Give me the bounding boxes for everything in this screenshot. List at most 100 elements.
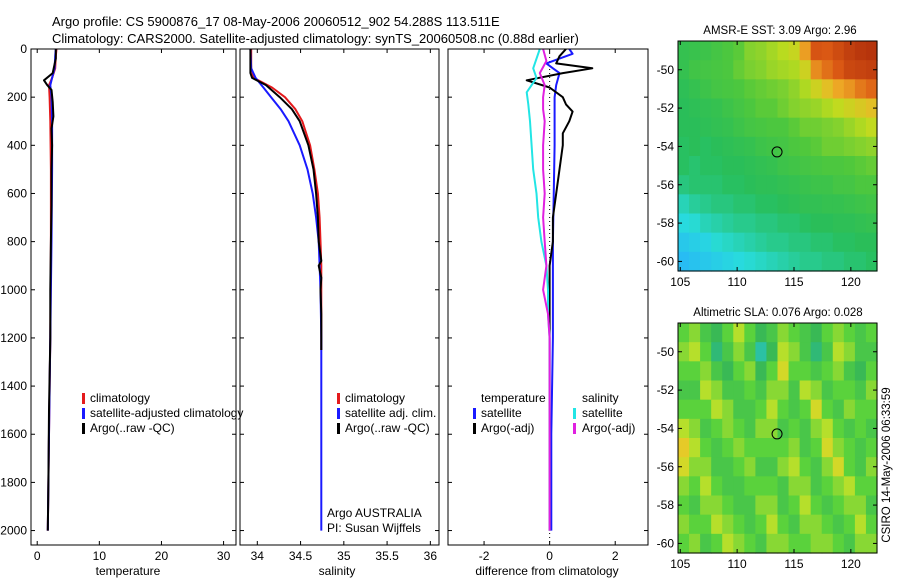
heatmap-cell [755, 194, 768, 215]
heatmap-cell [832, 418, 845, 439]
heatmap-cell [821, 232, 834, 253]
heatmap-cell [799, 457, 812, 477]
heatmap-cell [722, 251, 734, 272]
heatmap-cell [711, 495, 723, 516]
heatmap-cell [788, 79, 801, 100]
heatmap-cell [821, 514, 834, 535]
heatmap-cell [722, 156, 734, 176]
heatmap-cell [777, 361, 790, 382]
map-frame [677, 322, 878, 554]
heatmap-cell [865, 117, 878, 138]
heatmap-cell [733, 399, 745, 420]
heatmap-cell [832, 438, 845, 458]
heatmap-cell [755, 361, 768, 382]
heatmap-cell [700, 457, 712, 477]
x-tick-label: 34 [251, 549, 265, 563]
y-tick-label: 400 [7, 138, 27, 152]
x-tick-label: 20 [155, 549, 169, 563]
x-tick-label: 110 [728, 557, 747, 571]
heatmap-cell [843, 117, 856, 138]
heatmap-cell [799, 514, 812, 535]
heatmap-cell [777, 156, 790, 176]
heatmap-cell [766, 380, 779, 401]
heatmap-cell [799, 156, 812, 176]
heatmap-cell [700, 438, 712, 458]
heatmap-cell [678, 98, 690, 119]
salinity-xlabel: salinity [319, 564, 356, 578]
heatmap-cell [832, 41, 845, 61]
heatmap-cell [832, 361, 845, 382]
heatmap-cell [766, 418, 779, 439]
heatmap-cell [733, 342, 745, 362]
heatmap-cell [810, 136, 823, 157]
y-tick-label: 1400 [0, 379, 27, 393]
heatmap-cell [722, 323, 734, 343]
heatmap-cell [678, 514, 690, 535]
heatmap-cell [766, 251, 779, 272]
legend-title: salinity [582, 391, 619, 405]
heatmap-cell [744, 514, 756, 535]
heatmap-cell [843, 418, 856, 439]
heatmap-cell [843, 175, 856, 195]
heatmap-cell [689, 251, 701, 272]
heatmap-cell [689, 79, 701, 100]
heatmap-cell [788, 232, 801, 253]
heatmap-cell [744, 232, 756, 253]
heatmap-cell [821, 361, 834, 382]
heatmap-cell [821, 399, 834, 420]
heatmap-cell [689, 232, 701, 253]
legend-label: satellite adj. clim. [345, 406, 436, 420]
heatmap-cell [810, 251, 823, 272]
salinity-legend: climatology satellite adj. clim. Argo(..… [337, 391, 436, 435]
argo-location-marker [771, 428, 783, 440]
heatmap-cell [788, 418, 801, 439]
heatmap-cell [689, 438, 701, 458]
map-frame [677, 40, 878, 272]
heatmap-cell [821, 117, 834, 138]
heatmap-cell [788, 194, 801, 215]
heatmap-cell [689, 399, 701, 420]
temperature-legend: climatology satellite-adjusted climatolo… [82, 391, 243, 435]
heatmap-cell [755, 399, 768, 420]
heatmap-cell [854, 495, 867, 516]
heatmap-cell [755, 60, 768, 80]
heatmap-cell [733, 380, 745, 401]
heatmap-cell [678, 60, 690, 80]
heatmap-cell [755, 79, 768, 100]
heatmap-cell [678, 41, 690, 61]
heatmap-cell [678, 323, 690, 343]
heatmap-cell [788, 495, 801, 516]
heatmap-cell [755, 342, 768, 362]
heatmap-cell [678, 438, 690, 458]
heatmap-cell [777, 476, 790, 497]
heatmap-cell [777, 342, 790, 362]
heatmap-cell [711, 79, 723, 100]
y-tick-label: 1600 [0, 427, 27, 441]
heatmap-cell [854, 399, 867, 420]
heatmap-cell [700, 399, 712, 420]
heatmap-cell [788, 361, 801, 382]
heatmap-cell [788, 41, 801, 61]
heatmap-cell [733, 175, 745, 195]
heatmap-cell [744, 476, 756, 497]
heatmap-cell [865, 533, 878, 554]
heatmap-cell [810, 194, 823, 215]
heatmap-cell [755, 495, 768, 516]
heatmap-cell [788, 514, 801, 535]
heatmap-cell [788, 438, 801, 458]
heatmap-cell [865, 60, 878, 80]
heatmap-cell [711, 232, 723, 253]
heatmap-cell [689, 60, 701, 80]
heatmap-cell [865, 41, 878, 61]
heatmap-cell [865, 495, 878, 516]
heatmap-cell [700, 213, 712, 234]
heatmap-cell [865, 251, 878, 272]
heatmap-cell [744, 136, 756, 157]
heatmap-cell [854, 79, 867, 100]
series-line-temperature-argo-adj- [525, 49, 594, 531]
heatmap-cell [799, 60, 812, 80]
axes-frame [239, 48, 440, 546]
heatmap-cell [678, 213, 690, 234]
legend-label: satellite [481, 406, 522, 420]
heatmap-cell [832, 60, 845, 80]
